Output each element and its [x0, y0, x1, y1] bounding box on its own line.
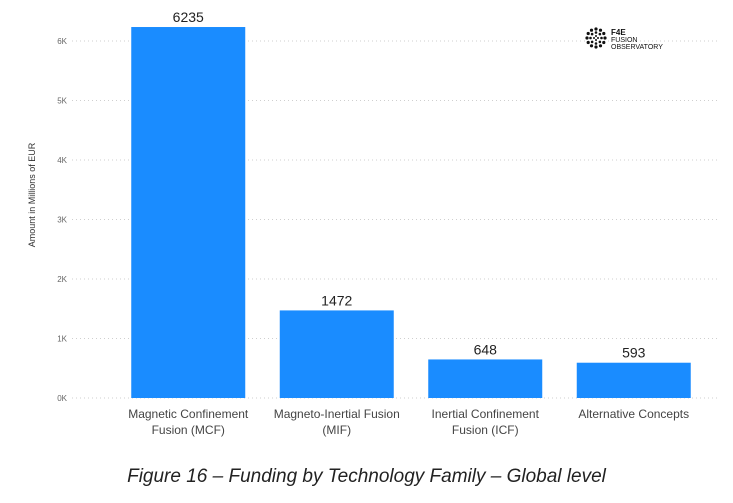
category-label: Fusion (MCF) — [152, 423, 225, 437]
logo-dot — [589, 44, 594, 48]
logo-dot — [597, 37, 599, 39]
logo-dot — [598, 40, 602, 44]
category-label: Magneto-Inertial Fusion — [274, 407, 400, 421]
logo-dot — [598, 32, 602, 36]
data-label: 1472 — [321, 292, 352, 308]
y-axis-ticks: 0K 1K 2K 3K 4K 5K 6K — [57, 37, 67, 403]
data-label: 593 — [622, 345, 646, 361]
category-label: Magnetic Confinement — [128, 407, 249, 421]
logo-dot — [598, 28, 603, 32]
logo-dot — [593, 37, 595, 39]
logo-dot — [602, 31, 606, 36]
y-tick-label: 6K — [57, 37, 67, 46]
y-tick-label: 5K — [57, 97, 67, 106]
bar — [279, 310, 394, 398]
logo-dot — [594, 45, 598, 49]
data-labels: 6235 1472 648 593 — [173, 9, 646, 361]
logo-dot — [589, 28, 594, 32]
y-tick-label: 3K — [57, 216, 67, 225]
y-tick-label: 4K — [57, 156, 67, 165]
logo-line-2: FUSION — [611, 37, 637, 44]
logo-dot — [603, 36, 607, 40]
logo-dot — [595, 39, 597, 41]
bar-chart: 0K 1K 2K 3K 4K 5K 6K Amount in Millions of EUR… — [27, 9, 720, 437]
logo-dot — [594, 42, 598, 45]
logo-emblem-icon — [585, 27, 607, 49]
y-tick-label: 0K — [57, 394, 67, 403]
bar — [131, 27, 246, 399]
y-tick-label: 2K — [57, 275, 67, 284]
logo-dot — [586, 40, 590, 45]
category-label: Alternative Concepts — [578, 407, 689, 421]
bar — [428, 359, 543, 398]
logo-dot — [602, 40, 606, 45]
logo-dot — [600, 36, 603, 40]
logo-dot — [595, 35, 597, 37]
category-label: Inertial Confinement — [432, 407, 540, 421]
logo-line-1: F4E — [611, 28, 626, 37]
logo-line-3: OBSERVATORY — [611, 44, 663, 51]
category-label: Fusion (ICF) — [452, 423, 519, 437]
y-axis-label: Amount in Millions of EUR — [27, 142, 37, 247]
data-label: 648 — [474, 341, 498, 357]
logo-dot — [586, 31, 590, 36]
logo-dot — [585, 36, 589, 40]
y-tick-label: 1K — [57, 335, 67, 344]
logo-dot — [594, 31, 598, 34]
logo-dot — [598, 44, 603, 48]
logo-dot — [590, 40, 594, 44]
figure-caption: Figure 16 – Funding by Technology Family… — [127, 466, 606, 487]
logo-dot — [589, 36, 592, 40]
f4e-fusion-observatory-logo: F4E FUSION OBSERVATORY — [585, 27, 663, 51]
logo-dot — [594, 27, 598, 31]
data-label: 6235 — [173, 9, 204, 25]
bar — [576, 362, 691, 398]
bars — [131, 27, 691, 399]
category-labels: Magnetic Confinement Fusion (MCF) Magneto-… — [128, 407, 689, 437]
logo-dot — [590, 32, 594, 36]
category-label: (MIF) — [322, 423, 351, 437]
